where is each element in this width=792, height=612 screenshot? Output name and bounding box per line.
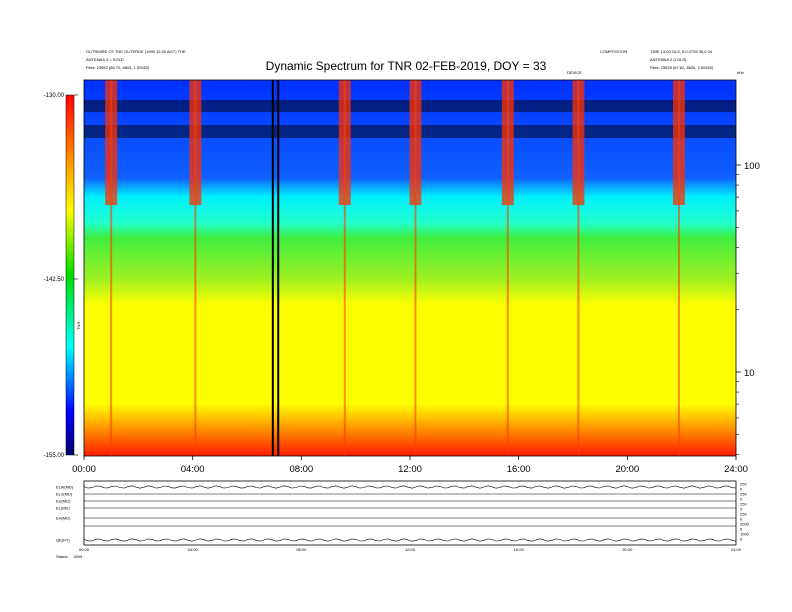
spectrogram-area — [84, 80, 736, 456]
y-tick-label-0: 100 — [744, 161, 760, 172]
header-mid-label: DEVICE — [567, 70, 582, 75]
housekeeping-x-tick-3: 12:00 — [405, 547, 416, 552]
housekeeping-right-tick-2: 250 — [740, 492, 747, 497]
colorbar-tick-label-1: -142.50 — [44, 277, 65, 283]
time-markers — [271, 80, 280, 456]
header-left-line2: ANTENNA 3 = SOLD — [86, 57, 124, 62]
housekeeping-label-2: EU(MD) — [56, 499, 71, 504]
housekeeping-label-4: EH(MD) — [56, 516, 71, 521]
x-tick-label-2: 08:00 — [289, 464, 313, 475]
housekeeping-x-tick-1: 04:00 — [188, 547, 199, 552]
burst-trace-1 — [194, 80, 197, 456]
corner-unit-label: kHz — [737, 70, 744, 75]
housekeeping-lines: ELW(MD) ELV(MD) EU(MD) EL(MD) EH(MD) QE(HT) 25… — [56, 482, 750, 553]
burst-trace-4 — [506, 80, 509, 456]
colorbar-tick-label-2: -155.00 — [44, 453, 65, 459]
housekeeping-right-tick-10: 1000 — [740, 532, 750, 537]
burst-trace-0 — [110, 80, 113, 456]
housekeeping-right-tick-5: 0 — [740, 507, 743, 512]
housekeeping-right-tick-7: 0 — [740, 517, 743, 522]
burst-trace-2 — [343, 80, 346, 456]
status-value: W05 — [74, 554, 83, 559]
radio-bursts — [105, 80, 685, 456]
colorbar-unit-label: TNR — [76, 322, 81, 330]
housekeeping-x-tick-2: 08:00 — [296, 547, 307, 552]
colorbar — [65, 94, 75, 456]
housekeeping-line-0 — [83, 485, 737, 489]
x-tick-label-6: 24:00 — [724, 464, 748, 475]
burst-trace-3 — [414, 80, 417, 456]
housekeeping-right-tick-6: 250 — [740, 512, 747, 517]
housekeeping-right-tick-8: 2000 — [740, 522, 750, 527]
housekeeping-right-tick-0: 250 — [740, 482, 747, 487]
x-tick-label-5: 20:00 — [615, 464, 639, 475]
colorbar-tick-label-0: -130.00 — [44, 93, 65, 99]
burst-trace-5 — [577, 80, 580, 456]
y-tick-label-1: 10 — [744, 368, 755, 379]
header-left-line1: OUTRMIRE OT THE OUTERDE (1990 12:30 AGT)… — [86, 49, 186, 54]
housekeeping-x-tick-5: 20:00 — [622, 547, 633, 552]
status-label: Status: — [56, 554, 68, 559]
housekeeping-line-6 — [83, 538, 737, 542]
housekeeping-x-tick-6: 24:00 — [731, 547, 742, 552]
top-right-code: COMPOSITOR — [600, 49, 627, 54]
header-right-line1: ANTENNA 2 (LOLS) — [650, 57, 687, 62]
colorbar-ticks: -130.00 -142.50 -155.00 — [44, 93, 78, 459]
housekeeping-x-tick-4: 16:00 — [514, 547, 525, 552]
y-axis-ticks: 100 10 — [736, 161, 760, 455]
header-right-line2: TIME 13:00 OLS, 0.0 GTM 36,0 04 — [650, 49, 713, 54]
housekeeping-label-1: ELV(MD) — [56, 492, 73, 497]
housekeeping-x-tick-0: 00:00 — [79, 547, 90, 552]
housekeeping-right-tick-4: 250 — [740, 502, 747, 507]
x-tick-label-1: 04:00 — [181, 464, 205, 475]
housekeeping-label-6: QE(HT) — [56, 538, 70, 543]
header-right-line3: Files: 23529 (67.62, 8626, 2.60452) — [650, 65, 714, 70]
x-tick-label-4: 16:00 — [507, 464, 531, 475]
x-tick-label-3: 12:00 — [398, 464, 422, 475]
burst-trace-6 — [677, 80, 680, 456]
housekeeping-right-tick-9: 0 — [740, 527, 743, 532]
housekeeping-right-tick-1: 0 — [740, 487, 743, 492]
housekeeping-frame — [83, 480, 737, 546]
housekeeping-label-3: EL(MD) — [56, 506, 70, 511]
header-left-line3: Files: 23562 (66.70, 8803, 1.52652) — [86, 65, 150, 70]
x-tick-label-0: 00:00 — [72, 464, 96, 475]
housekeeping-right-tick-3: 0 — [740, 497, 743, 502]
housekeeping-label-0: ELW(MD) — [56, 485, 74, 490]
housekeeping-right-tick-11: 0 — [740, 537, 743, 542]
chart-title: Dynamic Spectrum for TNR 02-FEB-2019, DO… — [266, 59, 547, 73]
x-axis-ticks: 00:00 04:00 08:00 12:00 16:00 20:00 24:00 — [72, 456, 748, 475]
